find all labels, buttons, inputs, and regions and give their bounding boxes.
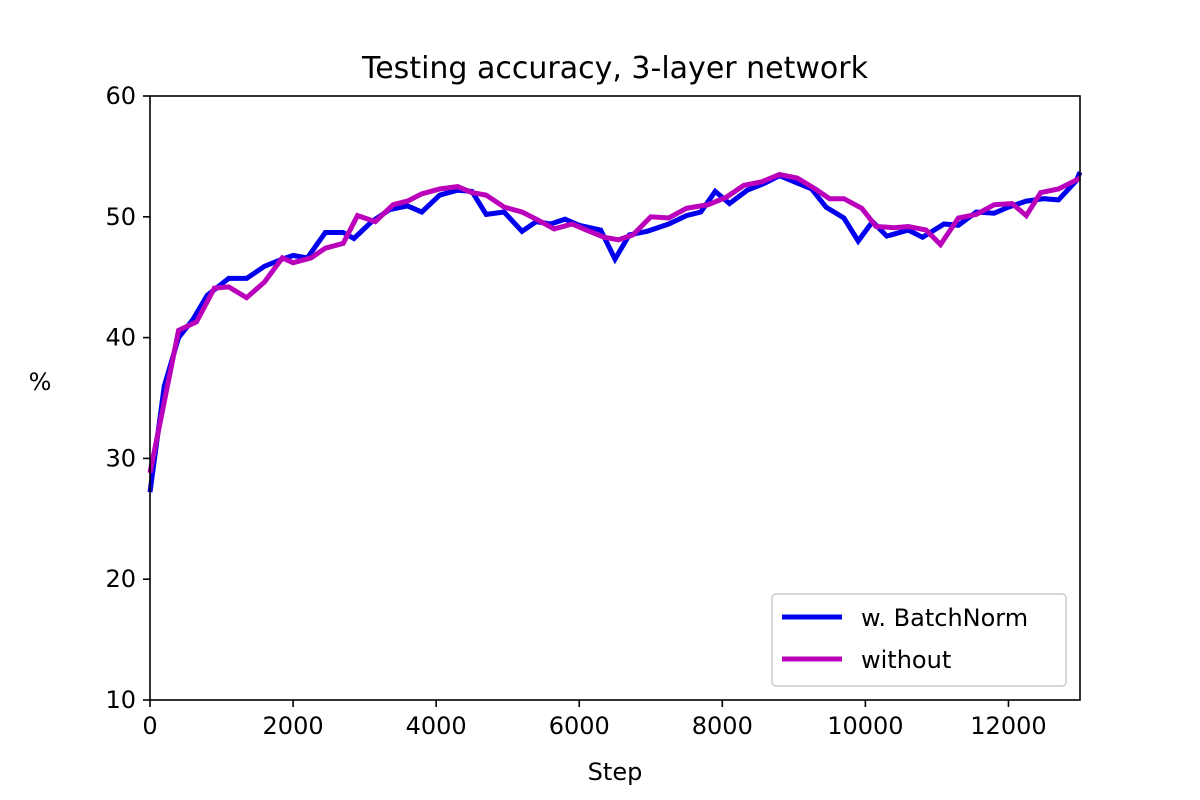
x-tick-label: 10000 <box>827 712 903 740</box>
chart-title: Testing accuracy, 3-layer network <box>361 51 869 86</box>
x-tick-label: 12000 <box>970 712 1046 740</box>
legend-box <box>771 593 1067 687</box>
legend-items: w. BatchNorm without <box>782 604 1028 674</box>
x-tick-label: 2000 <box>263 712 324 740</box>
series-line-without <box>147 171 1082 474</box>
x-tick-label: 6000 <box>549 712 610 740</box>
y-tick-label: 30 <box>105 444 136 472</box>
axes-frame <box>149 95 1081 701</box>
x-tick-label: 0 <box>142 712 157 740</box>
x-axis-label: Step <box>588 758 643 786</box>
y-tick-label: 50 <box>105 203 136 231</box>
y-tick-label: 60 <box>105 82 136 110</box>
y-tick-label: 40 <box>105 324 136 352</box>
y-tick-label: 10 <box>105 686 136 714</box>
y-axis-label: % <box>29 368 52 396</box>
x-tick-label: 8000 <box>692 712 753 740</box>
x-tick-label: 4000 <box>406 712 467 740</box>
y-axis-ticks: 10 20 30 40 50 60 <box>105 82 150 714</box>
x-axis-ticks: 0 2000 4000 6000 8000 10000 12000 <box>142 700 1047 740</box>
series-layer <box>147 171 1083 493</box>
legend: w. BatchNorm without <box>771 593 1067 687</box>
legend-label-without: without <box>861 646 951 674</box>
legend-label-w-batchnorm: w. BatchNorm <box>861 604 1028 632</box>
y-tick-label: 20 <box>105 565 136 593</box>
